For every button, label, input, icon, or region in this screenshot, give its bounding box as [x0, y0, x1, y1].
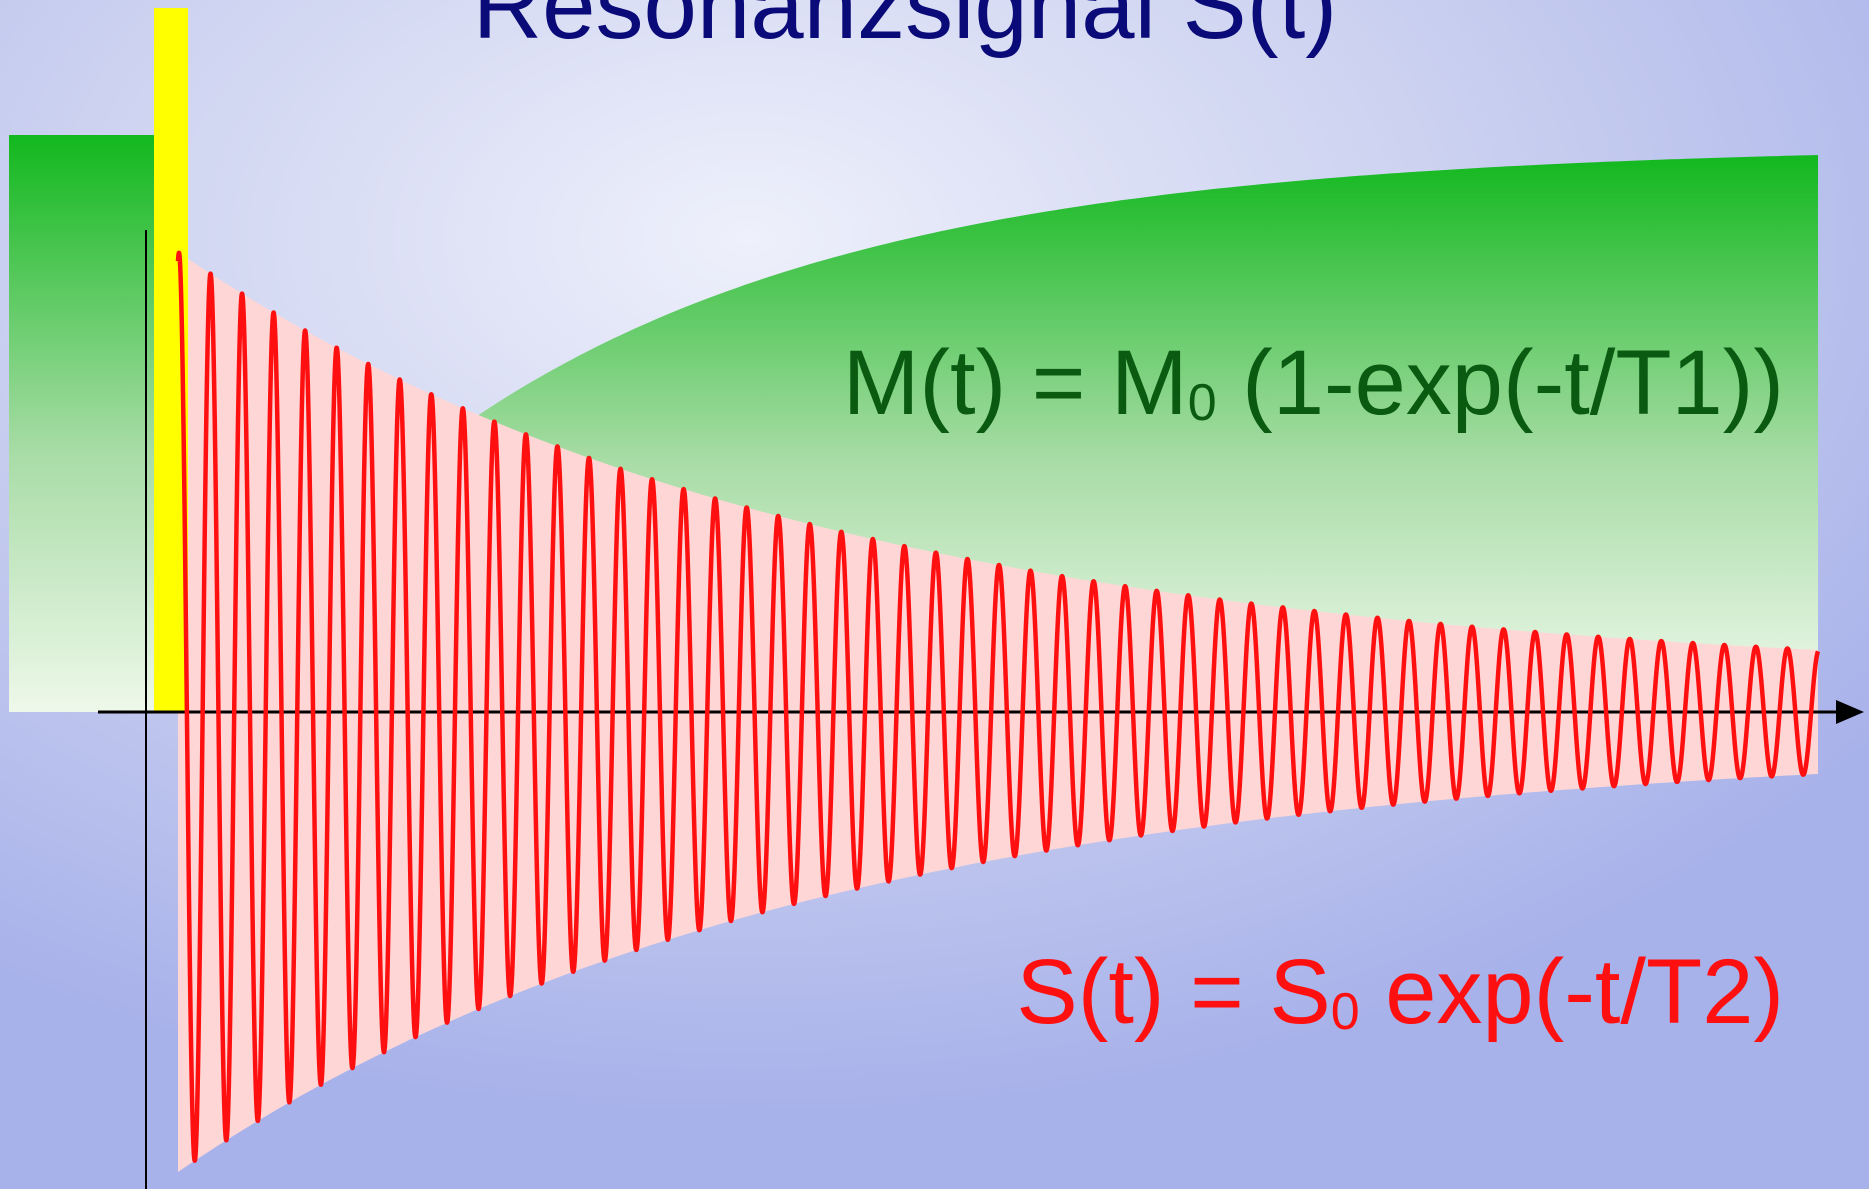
magnetization-formula-subscript: 0: [1188, 374, 1217, 432]
initial-magnetization-bar: [9, 135, 157, 712]
magnetization-formula: M(t) = M0 (1-exp(-t/T1)): [843, 337, 1784, 429]
signal-formula-suffix: exp(-t/T2): [1360, 941, 1784, 1043]
signal-formula: S(t) = S0 exp(-t/T2): [1016, 946, 1784, 1038]
magnetization-formula-suffix: (1-exp(-t/T1)): [1217, 332, 1784, 434]
page-title: Resonanzsignal S(t): [0, 0, 1810, 54]
signal-formula-prefix: S(t) = S: [1016, 941, 1330, 1043]
signal-formula-subscript: 0: [1331, 983, 1360, 1041]
magnetization-formula-prefix: M(t) = M: [843, 332, 1188, 434]
